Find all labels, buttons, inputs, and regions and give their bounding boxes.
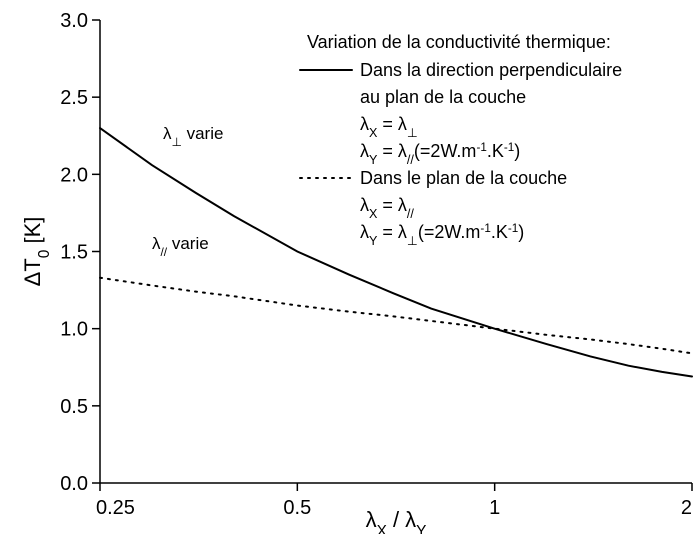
legend-note-part: (=2W.m (418, 222, 481, 242)
y-axis-label-part: ΔT (20, 258, 45, 286)
x-axis-label-part: λ (366, 507, 377, 532)
legend-title: Variation de la conductivité thermique: (307, 32, 611, 52)
legend-note: λY = λ⊥(=2W.m-1.K-1) (360, 222, 524, 249)
legend-note-part: X (369, 126, 378, 140)
legend-note-part: ) (518, 222, 524, 242)
legend-note-part: (=2W.m (414, 141, 477, 161)
y-tick-label: 1.0 (60, 319, 88, 341)
x-tick-label: 2 (681, 497, 692, 519)
legend-label: Dans la direction perpendiculaire (360, 60, 622, 80)
legend-note: λX = λ⊥ (360, 114, 418, 140)
series-line (99, 276, 693, 355)
legend-note-part: λ (360, 195, 369, 215)
legend-note: λY = λ//(=2W.m-1.K-1) (360, 141, 520, 168)
y-axis-label-part: 0 (36, 250, 53, 259)
annotation-part: varie (182, 124, 224, 143)
y-tick-label: 3.0 (60, 10, 88, 32)
annotation: λ// varie (152, 234, 209, 259)
legend-note-part: -1 (504, 141, 514, 154)
annotation-part: // (161, 245, 168, 259)
legend-note-part: .K (487, 141, 504, 161)
y-tick-label: 1.5 (60, 242, 88, 264)
x-tick-label: 0.5 (283, 497, 311, 519)
x-axis-label-part: Y (416, 523, 426, 534)
annotation-part: ⊥ (172, 135, 182, 149)
legend-label: au plan de la couche (360, 87, 526, 107)
legend-note-part: .K (491, 222, 508, 242)
legend-note-part: ⊥ (407, 126, 418, 140)
y-tick-label: 0.0 (60, 473, 88, 495)
y-tick-label: 0.5 (60, 396, 88, 418)
legend-note-part: // (407, 207, 414, 221)
legend-note-part: // (407, 153, 414, 167)
x-axis-label: λX / λY (366, 507, 427, 534)
legend-note-part: = λ (377, 195, 407, 215)
y-tick-label: 2.0 (60, 164, 88, 186)
legend-note-part: -1 (476, 141, 486, 154)
x-axis-label-part: X (377, 523, 387, 534)
x-axis-label-part: / λ (387, 507, 416, 532)
legend-note-part: λ (360, 222, 369, 242)
legend-note-part: Y (369, 234, 378, 248)
x-tick-label: 1 (489, 497, 500, 519)
legend-note-part: = λ (377, 141, 407, 161)
y-axis-label: ΔT0 [K] (20, 217, 53, 287)
legend-note-part: -1 (480, 222, 490, 235)
annotation-part: λ (163, 124, 172, 143)
legend-note-part: λ (360, 141, 369, 161)
series-line (99, 127, 693, 378)
y-tick-label: 2.5 (60, 87, 88, 109)
legend-note-part: Y (369, 153, 378, 167)
annotation: λ⊥ varie (163, 124, 223, 149)
annotation-part: λ (152, 234, 161, 253)
y-axis-label-part: [K] (20, 217, 45, 250)
x-tick-label: 0.25 (96, 497, 135, 519)
legend-label: Dans le plan de la couche (360, 168, 567, 188)
legend-note-part: = λ (377, 114, 407, 134)
legend-note: λX = λ// (360, 195, 414, 221)
legend-note-part: = λ (377, 222, 407, 242)
legend-note-part: ) (514, 141, 520, 161)
legend-note-part: λ (360, 114, 369, 134)
legend-note-part: X (369, 207, 378, 221)
legend-note-part: -1 (508, 222, 518, 235)
annotation-part: varie (167, 234, 209, 253)
legend-note-part: ⊥ (407, 234, 418, 248)
